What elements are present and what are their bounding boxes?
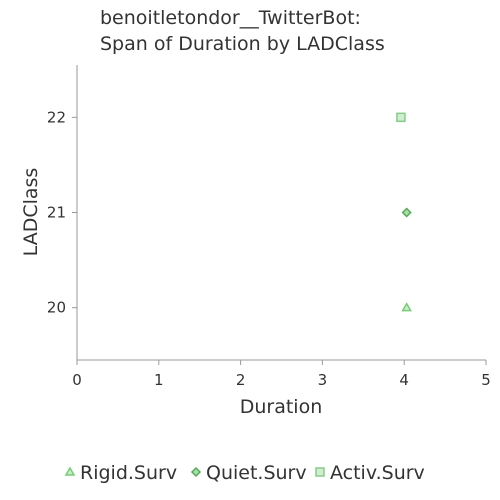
legend-marker-rigid-surv [64, 466, 76, 476]
y-tick-label: 20 [47, 299, 66, 317]
data-point-activ-surv [396, 112, 406, 123]
x-tick-label: 4 [399, 371, 409, 389]
chart-axes: 0 1 2 3 4 5 20 21 22 [47, 65, 491, 389]
x-tick-label: 5 [481, 371, 491, 389]
chart-legend: Rigid.Surv Quiet.Surv Activ.Surv [64, 462, 425, 484]
chart-title-line-2: Span of Duration by LADClass [100, 33, 385, 55]
y-axis-title: LADClass [20, 168, 42, 257]
legend-label-activ-surv: Activ.Surv [330, 462, 425, 484]
chart-title-line-1: benoitletondor__TwitterBot: [100, 7, 361, 29]
legend-marker-quiet-surv [190, 466, 202, 478]
data-point-quiet-surv [401, 207, 412, 218]
legend-label-quiet-surv: Quiet.Surv [206, 462, 307, 484]
data-point-rigid-surv [401, 302, 412, 312]
x-tick-label: 1 [154, 371, 164, 389]
y-tick-label: 22 [47, 108, 66, 126]
chart-marks [396, 112, 412, 312]
chart-title: benoitletondor__TwitterBot: Span of Dura… [100, 7, 385, 55]
x-tick-label: 3 [318, 371, 328, 389]
x-tick-label: 2 [236, 371, 246, 389]
y-tick-label: 21 [47, 204, 66, 222]
legend-marker-activ-surv [315, 467, 325, 477]
legend-label-rigid-surv: Rigid.Surv [80, 462, 177, 484]
x-tick-label: 0 [72, 371, 82, 389]
x-axis-title: Duration [240, 396, 323, 418]
